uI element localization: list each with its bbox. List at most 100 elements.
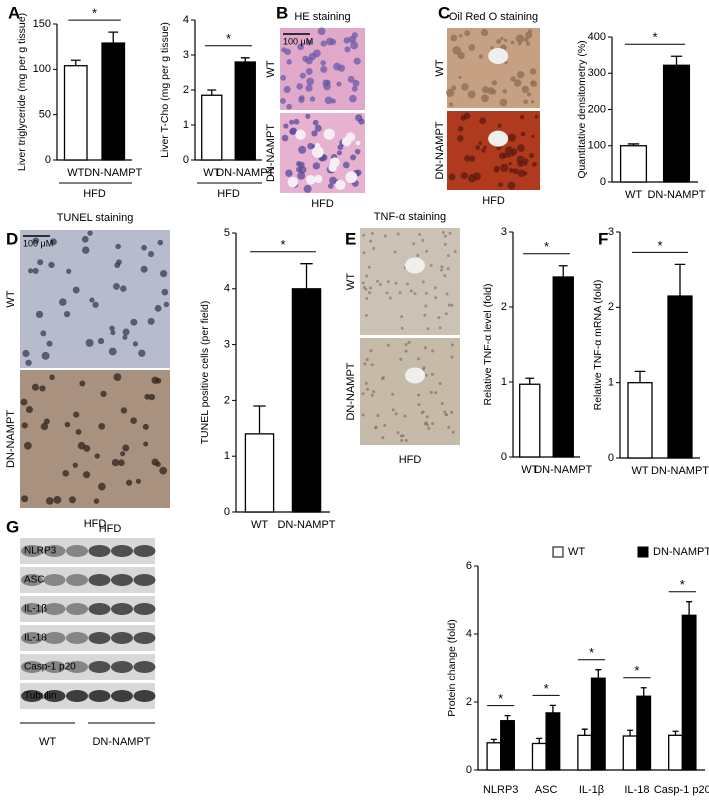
micrograph-caption: HFD: [84, 518, 107, 530]
micrograph-texture: [372, 246, 376, 250]
bar: [681, 614, 697, 771]
micrograph-texture: [456, 134, 464, 142]
micrograph-texture: [383, 423, 387, 427]
micrograph-texture: [445, 413, 449, 417]
bar: [590, 677, 606, 771]
micrograph-texture: [353, 57, 361, 65]
micrograph-texture: [351, 85, 358, 92]
x-tick-label: WT: [521, 464, 538, 476]
x-tick-label: WT: [251, 519, 268, 531]
micrograph-texture: [440, 265, 444, 269]
blot-band: [43, 545, 66, 557]
micrograph-texture: [59, 298, 67, 306]
micrograph-texture: [517, 144, 525, 152]
micrograph-texture: [396, 232, 400, 236]
micrograph-texture: [370, 393, 374, 397]
significance-label: *: [498, 691, 503, 706]
row-label: WT: [5, 290, 17, 307]
micrograph-texture: [445, 292, 449, 296]
micrograph-texture: [417, 393, 421, 397]
blot-band: [133, 661, 156, 673]
panel-letter: A: [8, 3, 20, 22]
bar: [291, 288, 322, 513]
micrograph-texture: [281, 47, 287, 53]
micrograph-texture: [312, 49, 321, 58]
error-bar: [108, 31, 119, 44]
micrograph-texture: [399, 434, 403, 438]
micrograph-texture: [502, 88, 507, 94]
micrograph-texture: [352, 79, 360, 87]
micrograph-texture: [32, 237, 40, 244]
y-tick-label: 4: [224, 283, 230, 295]
micrograph-texture: [298, 145, 307, 154]
error-bar: [627, 143, 640, 146]
micrograph-texture: [361, 392, 365, 396]
blot-band: [43, 690, 66, 702]
row-label: DN-NAMPT: [434, 121, 446, 179]
bar: [667, 295, 693, 459]
micrograph-texture: [354, 148, 361, 155]
micrograph-texture: [114, 262, 121, 269]
micrograph-texture: [440, 402, 444, 406]
micrograph-texture: [289, 128, 297, 135]
y-axis-label: Protein change (fold): [446, 619, 458, 716]
micrograph-texture: [429, 390, 433, 394]
micrograph-texture: [320, 60, 326, 66]
micrograph-texture: [73, 411, 80, 418]
error-bar: [558, 265, 568, 277]
micrograph: [20, 370, 170, 508]
error-bar: [525, 377, 535, 385]
micrograph-texture: [64, 421, 71, 428]
lipid-droplet: [328, 163, 337, 172]
row-label: WT: [434, 59, 446, 76]
micrograph-texture: [142, 423, 149, 430]
vessel: [488, 130, 509, 147]
group-label: HFD: [83, 188, 106, 200]
micrograph-texture: [130, 417, 137, 424]
blot-band: [88, 632, 111, 644]
blot-group-label: WT: [39, 736, 56, 748]
micrograph-texture: [374, 425, 378, 429]
bar: [619, 145, 648, 183]
micrograph-texture: [504, 61, 508, 65]
y-tick-label: 2: [608, 301, 614, 313]
micrograph-texture: [506, 153, 512, 158]
micrograph-texture: [72, 462, 78, 468]
micrograph-texture: [381, 436, 385, 440]
micrograph-texture: [72, 286, 80, 294]
micrograph-texture: [423, 313, 427, 317]
micrograph-texture: [413, 292, 417, 296]
micrograph-texture: [94, 453, 100, 459]
micrograph-texture: [350, 154, 357, 161]
micrograph-texture: [110, 330, 116, 336]
micrograph-texture: [85, 338, 94, 347]
blot-band: [66, 574, 88, 586]
error-bar: [670, 55, 683, 66]
micrograph-texture: [499, 98, 508, 107]
micrograph-texture: [424, 373, 428, 377]
micrograph-texture: [358, 118, 365, 125]
micrograph-texture: [507, 133, 517, 142]
micrograph-texture: [529, 68, 537, 75]
blot-row-label: IL-18: [24, 633, 47, 644]
bar: [627, 382, 653, 459]
micrograph-texture: [417, 403, 421, 407]
micrograph-texture: [306, 77, 315, 86]
error-bar: [240, 57, 250, 62]
micrograph-texture: [425, 249, 429, 253]
micrograph-texture: [155, 461, 161, 467]
micrograph-texture: [297, 171, 306, 180]
micrograph-texture: [385, 291, 389, 295]
micrograph-texture: [453, 249, 457, 253]
blot-band: [88, 690, 111, 702]
blot-band: [43, 661, 66, 673]
micrograph-texture: [443, 242, 447, 246]
micrograph-texture: [369, 239, 373, 243]
micrograph-texture: [441, 230, 445, 234]
y-tick-label: 300: [588, 67, 606, 79]
bar: [636, 695, 652, 771]
micrograph-texture: [421, 367, 425, 371]
micrograph-texture: [21, 422, 28, 429]
micrograph-texture: [434, 391, 438, 395]
y-tick-label: 50: [39, 109, 51, 121]
